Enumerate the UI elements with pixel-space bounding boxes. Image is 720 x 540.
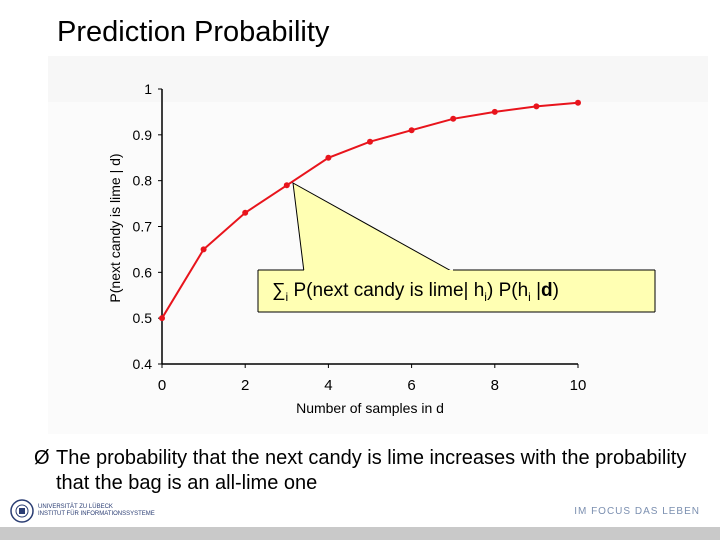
bullet-point: Ø The probability that the next candy is…	[34, 446, 694, 496]
y-tick-label: 0.8	[133, 173, 153, 189]
seal-icon	[10, 499, 34, 523]
figure-header-strip	[48, 56, 708, 102]
data-point	[200, 246, 207, 253]
chart-ticks: 0.40.50.60.70.80.910 2 4 6 8 10	[133, 81, 587, 394]
y-tick-label: 0.5	[133, 310, 153, 326]
footer-bar	[0, 527, 720, 540]
slide-title: Prediction Probability	[57, 16, 330, 48]
data-point	[367, 138, 373, 145]
data-point	[159, 315, 165, 322]
data-point	[450, 115, 457, 122]
bullet-text: The probability that the next candy is l…	[56, 447, 687, 494]
x-tick-label: 6	[407, 377, 415, 394]
callout: ∑i P(next candy is lime| hi) P(hi |d)	[257, 182, 656, 313]
bullet-arrow-icon: Ø	[34, 447, 50, 469]
data-point	[408, 127, 415, 134]
data-point	[575, 99, 581, 106]
data-point	[533, 103, 540, 110]
data-point	[283, 182, 290, 189]
university-logo: UNIVERSITÄT ZU LÜBECK INSTITUT FÜR INFOR…	[10, 497, 155, 525]
data-point	[491, 108, 498, 115]
x-axis-label: Number of samples in d	[296, 400, 444, 416]
data-point	[325, 154, 332, 161]
callout-formula: ∑i P(next candy is lime| hi) P(hi |d)	[272, 280, 559, 304]
x-tick-label: 10	[570, 377, 587, 394]
chart-axes: Number of samples in d P(next candy is li…	[107, 89, 578, 416]
logo-line-1: UNIVERSITÄT ZU LÜBECK	[38, 504, 113, 510]
logo-line-2: INSTITUT FÜR INFORMATIONSSYSTEME	[38, 511, 155, 517]
x-tick-label: 8	[491, 377, 499, 394]
chart-series	[159, 99, 581, 322]
y-tick-label: 0.9	[133, 127, 153, 143]
y-axis-label: P(next candy is lime | d)	[107, 153, 123, 302]
y-tick-label: 0.7	[133, 219, 153, 235]
data-point	[242, 209, 249, 216]
y-tick-label: 0.4	[133, 356, 153, 372]
y-tick-label: 1	[144, 81, 152, 97]
footer-motto: IM FOCUS DAS LEBEN	[574, 506, 700, 517]
y-tick-label: 0.6	[133, 264, 153, 280]
x-tick-label: 4	[324, 377, 332, 394]
x-tick-label: 2	[241, 377, 249, 394]
x-tick-label: 0	[158, 377, 166, 394]
